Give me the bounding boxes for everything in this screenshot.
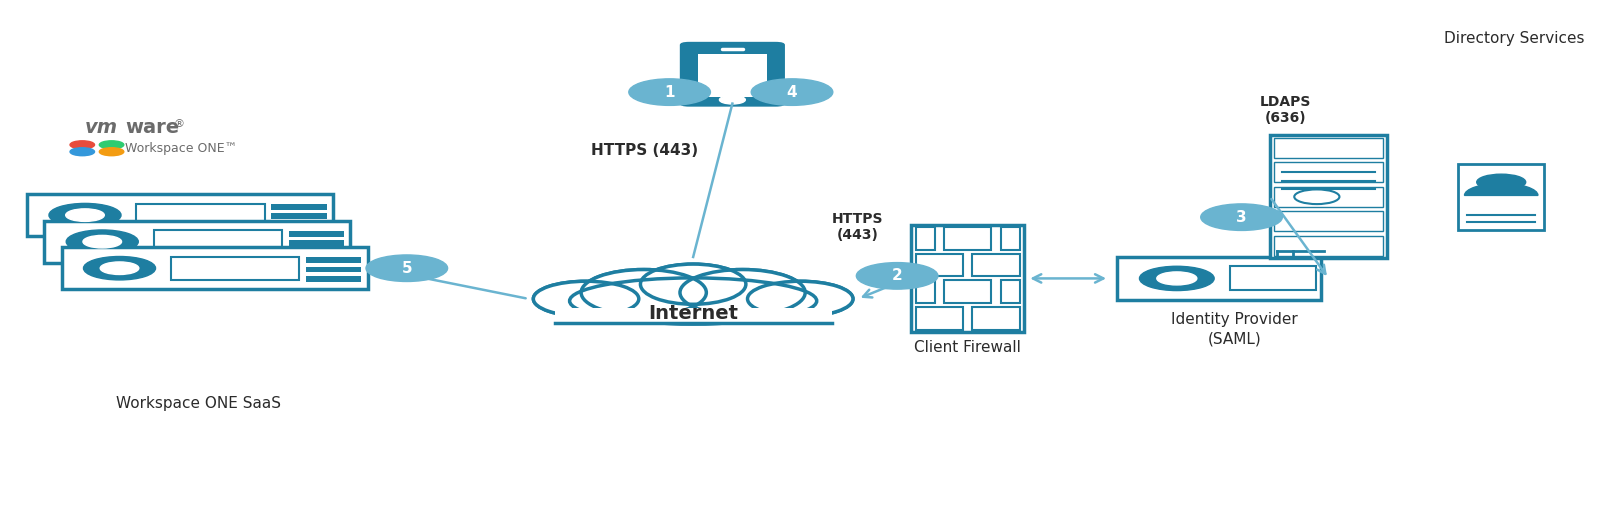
FancyBboxPatch shape	[1274, 162, 1383, 183]
FancyBboxPatch shape	[1274, 138, 1383, 158]
Ellipse shape	[747, 281, 852, 316]
Text: vm: vm	[85, 118, 117, 137]
Ellipse shape	[580, 269, 707, 316]
FancyBboxPatch shape	[972, 307, 1020, 330]
FancyBboxPatch shape	[272, 223, 326, 229]
FancyBboxPatch shape	[1458, 164, 1545, 230]
Circle shape	[1156, 272, 1196, 285]
Text: ware: ware	[125, 118, 179, 137]
FancyBboxPatch shape	[1270, 136, 1388, 258]
FancyBboxPatch shape	[272, 204, 326, 210]
FancyBboxPatch shape	[272, 214, 326, 219]
Circle shape	[70, 148, 94, 156]
FancyBboxPatch shape	[305, 267, 361, 272]
Circle shape	[50, 203, 122, 227]
Circle shape	[752, 79, 833, 105]
FancyBboxPatch shape	[555, 309, 831, 323]
Ellipse shape	[641, 264, 745, 304]
Ellipse shape	[534, 281, 638, 316]
Text: 1: 1	[664, 85, 675, 100]
Text: HTTPS
(443): HTTPS (443)	[831, 212, 884, 243]
Ellipse shape	[641, 264, 745, 304]
FancyBboxPatch shape	[154, 230, 283, 253]
Ellipse shape	[680, 269, 806, 316]
FancyBboxPatch shape	[305, 257, 361, 263]
Text: 2: 2	[892, 268, 902, 283]
Text: HTTPS (443): HTTPS (443)	[592, 143, 699, 158]
FancyBboxPatch shape	[1230, 266, 1316, 291]
Ellipse shape	[569, 278, 817, 324]
Ellipse shape	[534, 281, 638, 316]
Circle shape	[66, 209, 104, 221]
Circle shape	[70, 141, 94, 149]
FancyBboxPatch shape	[916, 281, 935, 303]
FancyBboxPatch shape	[136, 204, 265, 227]
FancyBboxPatch shape	[289, 231, 344, 237]
Text: 5: 5	[401, 261, 413, 276]
FancyBboxPatch shape	[943, 227, 991, 250]
Circle shape	[857, 263, 939, 289]
Circle shape	[83, 235, 122, 248]
Ellipse shape	[580, 269, 707, 316]
Ellipse shape	[680, 269, 806, 316]
Circle shape	[99, 141, 123, 149]
Text: Client Firewall: Client Firewall	[915, 340, 1022, 355]
FancyBboxPatch shape	[916, 227, 935, 250]
FancyBboxPatch shape	[972, 254, 1020, 277]
Circle shape	[628, 79, 710, 105]
FancyBboxPatch shape	[1001, 227, 1020, 250]
Circle shape	[83, 256, 155, 280]
Circle shape	[99, 148, 123, 156]
Text: Workspace ONE SaaS: Workspace ONE SaaS	[117, 396, 281, 411]
FancyBboxPatch shape	[943, 281, 991, 303]
FancyBboxPatch shape	[62, 247, 368, 289]
FancyBboxPatch shape	[697, 54, 768, 96]
Text: Workspace ONE™: Workspace ONE™	[125, 142, 237, 155]
FancyBboxPatch shape	[1001, 281, 1020, 303]
Circle shape	[720, 95, 745, 104]
Wedge shape	[1465, 184, 1538, 196]
FancyBboxPatch shape	[911, 225, 1025, 332]
FancyBboxPatch shape	[1274, 211, 1383, 232]
Text: ®: ®	[174, 119, 185, 129]
Text: 3: 3	[1236, 209, 1247, 224]
FancyBboxPatch shape	[916, 307, 963, 330]
FancyBboxPatch shape	[916, 254, 963, 277]
Text: Directory Services: Directory Services	[1444, 31, 1585, 46]
Circle shape	[101, 262, 139, 275]
FancyBboxPatch shape	[1116, 257, 1321, 300]
FancyBboxPatch shape	[171, 256, 299, 280]
Circle shape	[66, 230, 138, 253]
FancyBboxPatch shape	[1274, 235, 1383, 256]
Circle shape	[366, 255, 448, 282]
FancyBboxPatch shape	[289, 249, 344, 255]
Circle shape	[1477, 174, 1525, 190]
Circle shape	[1201, 204, 1282, 231]
FancyBboxPatch shape	[27, 194, 333, 236]
Text: Identity Provider
(SAML): Identity Provider (SAML)	[1170, 312, 1298, 347]
Text: LDAPS
(636): LDAPS (636)	[1260, 95, 1311, 125]
FancyBboxPatch shape	[1274, 187, 1383, 207]
FancyBboxPatch shape	[305, 276, 361, 282]
Ellipse shape	[747, 281, 852, 316]
Circle shape	[1140, 266, 1214, 291]
Text: 4: 4	[787, 85, 798, 100]
FancyBboxPatch shape	[680, 42, 785, 107]
Text: Internet: Internet	[648, 303, 739, 322]
FancyBboxPatch shape	[45, 221, 350, 263]
FancyBboxPatch shape	[553, 299, 833, 324]
Ellipse shape	[569, 278, 817, 324]
FancyBboxPatch shape	[289, 240, 344, 246]
